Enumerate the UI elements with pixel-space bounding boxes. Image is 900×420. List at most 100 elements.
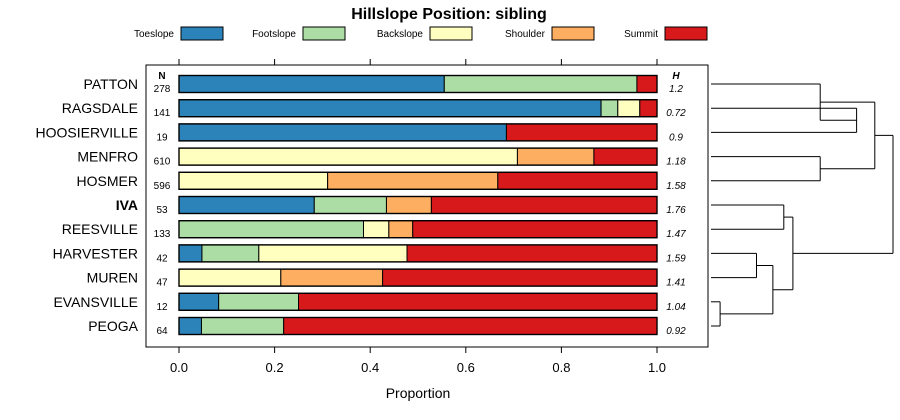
bar-outline [178, 268, 658, 287]
bar-segment [258, 244, 408, 263]
bar-row [178, 244, 658, 263]
legend-swatch [664, 26, 708, 41]
bar-row [178, 74, 658, 94]
legend-label: Shoulder [505, 29, 546, 40]
bar-segment [516, 147, 595, 166]
bar-segment [178, 292, 220, 311]
n-value: 133 [154, 229, 171, 240]
x-tick-label: 0.8 [552, 360, 570, 375]
bar-row [178, 147, 658, 166]
bar-segment [200, 317, 285, 335]
bar-outline [178, 74, 658, 94]
n-value: 596 [154, 181, 171, 192]
h-value: 1.18 [666, 157, 686, 168]
bar-segment [406, 244, 658, 263]
chart-title: Hillslope Position: sibling [351, 6, 547, 23]
x-axis: 0.0 0.2 0.4 0.6 0.8 1.0 [170, 59, 666, 375]
bar-segment [280, 268, 384, 287]
h-value: 1.2 [669, 84, 683, 95]
bar-segment [178, 196, 315, 214]
bar-segment [382, 268, 658, 287]
n-value: 47 [156, 278, 168, 289]
bar-row [178, 292, 658, 311]
category-label: PATTON [84, 76, 138, 92]
h-value: 0.92 [666, 326, 686, 337]
bar-row [178, 268, 658, 287]
legend-label: Backslope [377, 29, 424, 40]
bar-segment [430, 196, 658, 214]
bars-group [178, 74, 658, 336]
n-value: 610 [154, 157, 171, 168]
category-label: HOOSIERVILLE [36, 124, 138, 140]
h-value: 1.76 [666, 205, 686, 216]
n-value: 141 [154, 108, 171, 119]
category-label: EVANSVILLE [53, 294, 138, 310]
bar-segment [639, 99, 658, 118]
bar-row [178, 123, 658, 142]
h-value: 0.72 [666, 108, 686, 119]
h-value: 1.58 [666, 181, 686, 192]
bar-segment [178, 317, 202, 335]
bar-segment [327, 171, 499, 190]
bar-segment [178, 244, 203, 263]
category-label: HARVESTER [53, 245, 138, 261]
category-label: IVA [116, 197, 138, 213]
legend-label: Toeslope [134, 29, 174, 40]
x-tick-label: 0.4 [361, 360, 379, 375]
bar-outline [178, 171, 658, 191]
bar-segment [178, 123, 507, 142]
bar-outline [178, 244, 658, 263]
category-label: RAGSDALE [62, 100, 138, 116]
bar-row [178, 316, 658, 336]
bar-row [178, 98, 658, 118]
bar-segment [363, 220, 390, 239]
x-tick-label: 0.0 [170, 360, 188, 375]
category-labels: PATTON 278 1.2 RAGSDALE 141 0.72 HOOSIERVILLE 1… [36, 76, 687, 337]
h-value: 1.41 [666, 278, 685, 289]
bar-segment [505, 123, 658, 142]
bar-row [178, 171, 658, 191]
bar-segment [178, 99, 602, 118]
n-value: 12 [156, 302, 168, 313]
dendrogram [711, 83, 894, 327]
legend: Toeslope Footslope Backslope Shoulder Summit [134, 26, 708, 41]
h-value: 1.47 [666, 229, 686, 240]
bar-segment [178, 220, 365, 239]
h-header: H [672, 71, 680, 82]
bar-outline [178, 147, 658, 166]
bar-outline [178, 316, 658, 336]
bar-outline [178, 219, 658, 239]
bar-segment [178, 171, 329, 190]
bar-segment [178, 147, 518, 166]
category-label: MENFRO [77, 149, 138, 165]
bar-segment [617, 99, 641, 118]
bar-segment [385, 196, 432, 214]
x-axis-title: Proportion [386, 385, 451, 401]
bar-outline [178, 195, 658, 215]
bar-segment [443, 75, 638, 93]
x-tick-label: 0.6 [457, 360, 475, 375]
bar-outline [178, 292, 658, 311]
bar-outline [178, 123, 658, 142]
h-value: 1.59 [666, 253, 686, 264]
n-value: 53 [156, 205, 168, 216]
n-value: 64 [156, 326, 168, 337]
legend-label: Footslope [252, 29, 296, 40]
bar-segment [593, 147, 658, 166]
legend-swatch [180, 26, 224, 41]
bar-segment [178, 268, 282, 287]
n-value: 19 [156, 132, 168, 143]
category-label: PEOGA [88, 318, 138, 334]
bar-outline [178, 98, 658, 118]
bar-row [178, 219, 658, 239]
h-value: 0.9 [669, 132, 683, 143]
bar-segment [497, 171, 658, 190]
bar-segment [636, 75, 658, 93]
x-tick-label: 0.2 [266, 360, 284, 375]
bar-segment [178, 75, 445, 93]
bar-segment [313, 196, 387, 214]
x-tick-label: 1.0 [648, 360, 666, 375]
n-header: N [158, 71, 165, 82]
category-label: HOSMER [77, 173, 138, 189]
